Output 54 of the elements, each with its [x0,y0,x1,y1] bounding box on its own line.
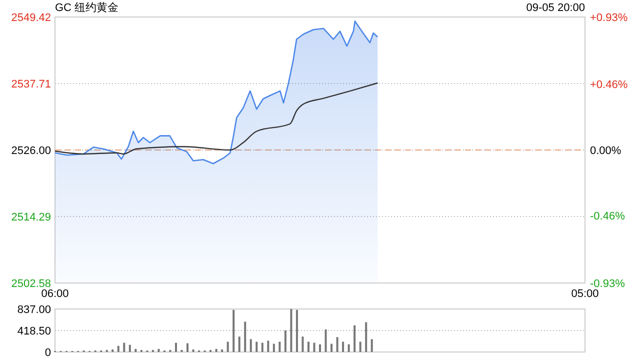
bar [112,349,114,352]
bar [319,344,321,352]
bar [261,342,264,352]
y-tick-label: 2502.58 [11,278,51,290]
bar [244,322,246,352]
bar [296,310,298,352]
bar [134,348,137,352]
bar [324,329,327,352]
bar [250,339,252,352]
x-tick-label: 06:00 [41,288,69,300]
bar [174,342,177,352]
bar [348,344,350,352]
y2-tick-label: -0.46% [590,210,626,223]
bar [365,322,368,352]
bar [232,310,235,352]
bar [226,342,229,352]
bar [117,346,120,352]
y2-tick-label: 0.00% [590,144,622,157]
y-tick-label: 2549.42 [11,12,51,24]
bar [354,325,356,352]
bar [192,349,194,352]
y-tick-label: 0 [44,346,51,359]
y-tick-label: 2526.00 [11,144,51,157]
text: 09-05 20:00 [526,2,585,14]
bar [186,343,188,352]
y-tick-label: 2537.71 [11,78,51,90]
bar [330,344,333,352]
x-tick-label: 05:00 [571,288,599,300]
y2-tick-label: +0.93% [590,12,628,24]
bar [313,342,316,352]
bar [123,342,126,352]
bar [336,337,338,352]
bar [272,344,275,352]
bar [302,336,304,352]
y-tick-label: 2514.29 [11,211,51,224]
bar [284,330,286,352]
y-tick-label: 418.50 [17,325,51,338]
bar [307,342,310,352]
bar [342,342,344,352]
bar [256,342,258,352]
bar [238,336,240,352]
bar [370,339,373,352]
bar [221,349,224,352]
y2-tick-label: -0.93% [590,278,626,290]
bar [290,309,292,352]
chart-title: GC 纽约黄金 [55,1,119,14]
bar [278,342,281,352]
y-tick-label: 837.00 [17,304,51,316]
bar [128,344,131,352]
bar [215,348,218,352]
bar [359,342,362,352]
bar [267,340,270,352]
y2-tick-label: +0.46% [590,79,628,92]
bar [158,348,160,352]
